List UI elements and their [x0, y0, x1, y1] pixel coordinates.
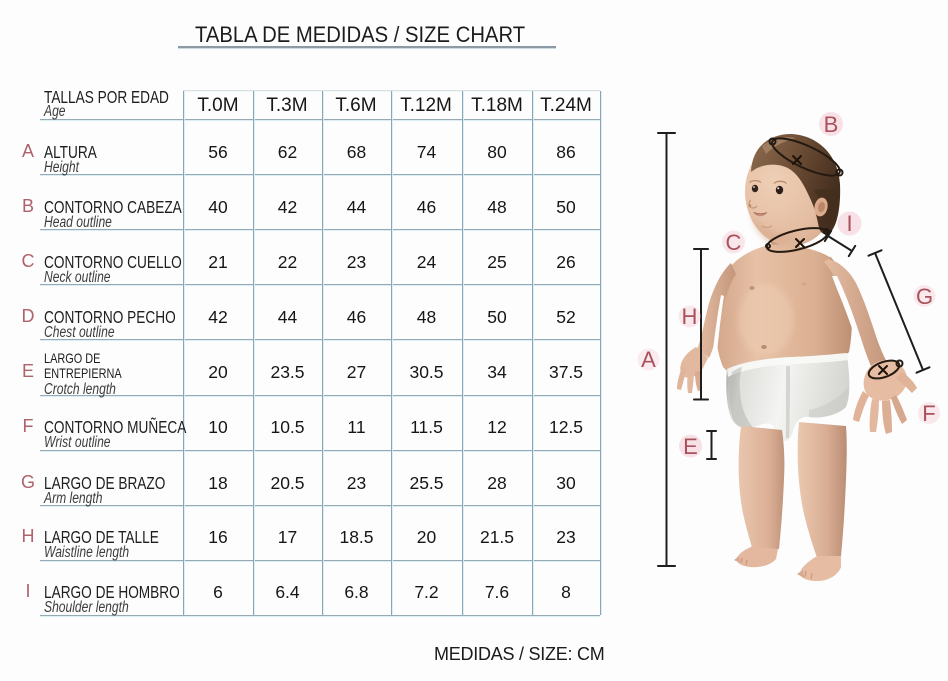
svg-text:I: I [846, 211, 852, 236]
svg-text:G: G [916, 284, 933, 309]
svg-text:F: F [922, 401, 935, 426]
svg-text:H: H [682, 304, 698, 329]
svg-text:E: E [683, 434, 698, 459]
svg-text:A: A [641, 347, 656, 372]
svg-text:B: B [824, 112, 839, 137]
svg-text:C: C [726, 230, 742, 255]
